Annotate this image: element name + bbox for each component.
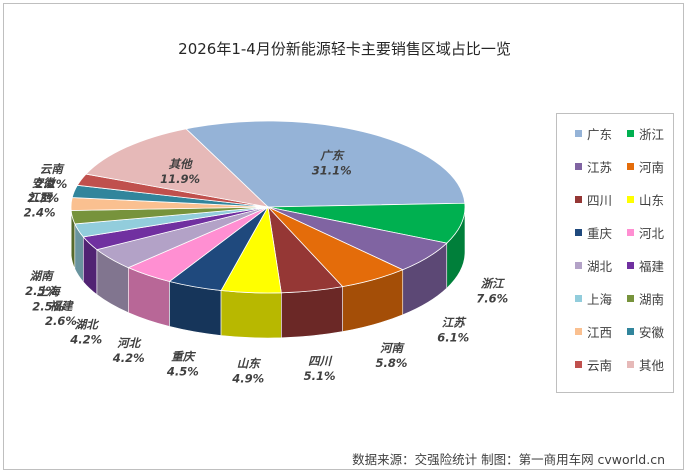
pie-side-山东 (220, 290, 282, 339)
legend-label: 江西 (587, 325, 613, 340)
legend-item-重庆: 重庆 (575, 223, 612, 242)
legend-swatch (627, 196, 634, 203)
legend-item-安徽: 安徽 (627, 322, 664, 341)
pie-slice-广东 (185, 120, 466, 208)
legend-item-四川: 四川 (575, 190, 612, 209)
legend-swatch (627, 229, 634, 236)
legend-swatch (575, 295, 582, 302)
legend-swatch (575, 130, 582, 137)
pie-side-四川 (280, 286, 343, 339)
pie-labels: 广东31.1%浙江7.6%江苏6.1%河南5.8%四川5.1%山东4.9%重庆4… (24, 149, 508, 386)
label-name-四川: 四川 (308, 354, 332, 368)
legend-label: 云南 (587, 358, 613, 373)
legend-swatch (627, 295, 634, 302)
source-note: 数据来源：交强险统计 制图：第一商用车网 cvworld.cn (352, 452, 665, 467)
label-name-江苏: 江苏 (442, 315, 467, 329)
label-name-安徽: 安徽 (32, 176, 57, 190)
label-value-江西: 2.4% (24, 206, 56, 220)
legend-label: 浙江 (639, 127, 665, 142)
label-value-江苏: 6.1% (437, 330, 469, 344)
legend-swatch (575, 163, 582, 170)
pie-slice-其他 (85, 128, 270, 208)
legend-item-山东: 山东 (627, 190, 664, 209)
label-name-山东: 山东 (237, 356, 261, 370)
legend-swatch (627, 361, 634, 368)
legend-item-福建: 福建 (627, 256, 664, 275)
legend-label: 湖北 (587, 259, 613, 274)
label-value-湖北: 4.2% (69, 332, 102, 346)
legend-label: 广东 (587, 127, 613, 142)
label-value-其他: 11.9% (160, 172, 200, 186)
legend-item-上海: 上海 (575, 289, 612, 308)
legend-swatch (575, 361, 582, 368)
legend-swatch (627, 130, 634, 137)
label-value-安徽: 2.3% (27, 191, 59, 205)
label-value-四川: 5.1% (304, 369, 336, 383)
label-name-河南: 河南 (380, 341, 405, 355)
label-value-河南: 5.8% (376, 356, 408, 370)
legend-label: 其他 (639, 358, 665, 373)
legend-item-江苏: 江苏 (575, 157, 612, 176)
label-value-河北: 4.2% (112, 351, 145, 365)
label-value-重庆: 4.5% (166, 365, 199, 379)
legend: 广东 浙江江苏 河南四川 山东重庆 河北湖北 福建上海 湖南江西 安徽云南 其他 (556, 113, 674, 393)
legend-label: 湖南 (639, 292, 665, 307)
label-name-江西: 江西 (28, 191, 53, 205)
legend-item-其他: 其他 (627, 355, 664, 374)
legend-item-江西: 江西 (575, 322, 612, 341)
legend-label: 福建 (639, 259, 665, 274)
label-name-广东: 广东 (320, 149, 344, 163)
chart-title: 2026年1-4月份新能源轻卡主要销售区域占比一览 (178, 40, 511, 58)
label-value-福建: 2.6% (45, 314, 77, 328)
legend-label: 上海 (587, 292, 613, 307)
label-name-上海: 上海 (37, 284, 62, 298)
legend-swatch (627, 328, 634, 335)
label-name-湖南: 湖南 (30, 269, 55, 283)
label-name-重庆: 重庆 (171, 350, 196, 364)
legend-label: 四川 (587, 193, 613, 208)
label-value-上海: 2.5% (32, 299, 64, 313)
legend-label: 山东 (639, 193, 665, 208)
label-value-浙江: 7.6% (476, 291, 508, 305)
label-name-其他: 其他 (169, 157, 193, 171)
legend-item-广东: 广东 (575, 124, 612, 143)
legend-swatch (575, 328, 582, 335)
label-value-云南: 2.2% (35, 177, 67, 191)
legend-item-湖北: 湖北 (575, 256, 612, 275)
label-value-广东: 31.1% (312, 164, 352, 178)
legend-item-浙江: 浙江 (627, 124, 664, 143)
pie-slice-浙江 (267, 202, 466, 244)
legend-swatch (627, 262, 634, 269)
label-value-山东: 4.9% (231, 371, 264, 385)
label-name-福建: 福建 (49, 299, 73, 313)
legend-item-湖南: 湖南 (627, 289, 664, 308)
legend-label: 重庆 (587, 226, 613, 241)
legend-label: 江苏 (587, 160, 613, 175)
legend-label: 安徽 (639, 325, 665, 340)
pie-tops (70, 120, 466, 294)
legend-item-河北: 河北 (627, 223, 664, 242)
legend-swatch (575, 229, 582, 236)
legend-item-云南: 云南 (575, 355, 612, 374)
label-name-浙江: 浙江 (481, 276, 505, 290)
label-name-湖北: 湖北 (75, 317, 99, 331)
legend-label: 河北 (639, 226, 665, 241)
label-name-河北: 河北 (117, 336, 141, 350)
legend-swatch (627, 163, 634, 170)
legend-item-河南: 河南 (627, 157, 664, 176)
legend-swatch (575, 196, 582, 203)
label-value-湖南: 2.5% (25, 284, 57, 298)
pie-sides (70, 206, 466, 339)
label-name-云南: 云南 (40, 162, 65, 176)
legend-swatch (575, 262, 582, 269)
legend-label: 河南 (639, 160, 665, 175)
